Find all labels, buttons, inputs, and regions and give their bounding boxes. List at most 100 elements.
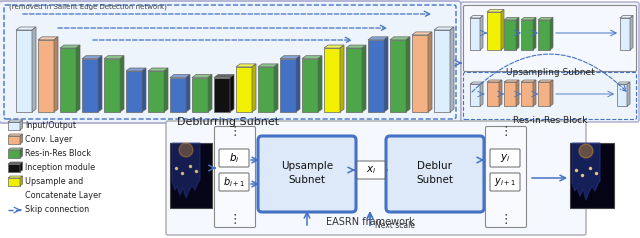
Bar — [302, 59, 318, 112]
Bar — [258, 67, 274, 112]
Polygon shape — [98, 56, 102, 112]
Polygon shape — [521, 80, 536, 82]
Polygon shape — [630, 15, 633, 50]
Text: Deblurring Subnet: Deblurring Subnet — [177, 117, 279, 127]
Polygon shape — [8, 148, 22, 150]
Polygon shape — [533, 18, 536, 50]
Bar — [521, 82, 533, 106]
Text: $y_{i+1}$: $y_{i+1}$ — [494, 176, 516, 188]
Polygon shape — [76, 45, 80, 112]
Polygon shape — [362, 45, 366, 112]
Polygon shape — [550, 80, 553, 106]
Polygon shape — [406, 37, 410, 112]
Polygon shape — [38, 37, 58, 40]
Polygon shape — [470, 15, 483, 18]
Text: Skip connection: Skip connection — [25, 205, 89, 214]
Text: Deblur
Subnet: Deblur Subnet — [417, 161, 454, 185]
Polygon shape — [280, 56, 300, 59]
Bar — [8, 150, 20, 158]
Polygon shape — [60, 45, 80, 48]
Polygon shape — [8, 134, 22, 136]
Polygon shape — [192, 74, 212, 78]
Polygon shape — [384, 37, 388, 112]
Polygon shape — [20, 162, 22, 172]
Polygon shape — [368, 37, 388, 40]
Bar — [104, 59, 120, 112]
Polygon shape — [54, 37, 58, 112]
Bar — [192, 78, 208, 112]
Polygon shape — [412, 32, 432, 35]
Text: Res-in-Res Block: Res-in-Res Block — [513, 116, 588, 125]
Polygon shape — [487, 10, 504, 12]
Bar — [620, 18, 630, 50]
Bar — [470, 84, 480, 106]
Text: Input/Output: Input/Output — [25, 122, 76, 130]
Text: (removed in Salient Edge Detection network): (removed in Salient Edge Detection netwo… — [9, 4, 167, 10]
Polygon shape — [8, 162, 22, 164]
Bar — [412, 35, 428, 112]
Polygon shape — [390, 37, 410, 40]
Bar — [170, 143, 212, 208]
Polygon shape — [274, 64, 278, 112]
Polygon shape — [538, 18, 553, 20]
FancyBboxPatch shape — [214, 127, 255, 228]
Bar — [16, 30, 32, 112]
Polygon shape — [16, 27, 36, 30]
FancyBboxPatch shape — [219, 173, 249, 191]
Bar — [126, 71, 142, 112]
Polygon shape — [499, 80, 502, 106]
FancyBboxPatch shape — [461, 2, 639, 122]
Bar — [236, 67, 252, 112]
Polygon shape — [208, 74, 212, 112]
Bar — [470, 18, 480, 50]
Polygon shape — [480, 15, 483, 50]
Bar — [82, 59, 98, 112]
Polygon shape — [620, 15, 633, 18]
Polygon shape — [236, 64, 256, 67]
Bar — [390, 40, 406, 112]
Text: $b_{i+1}$: $b_{i+1}$ — [223, 175, 245, 189]
Polygon shape — [186, 74, 190, 112]
Polygon shape — [487, 80, 502, 82]
Bar — [570, 143, 614, 208]
Bar — [487, 12, 501, 50]
Polygon shape — [533, 80, 536, 106]
Polygon shape — [20, 134, 22, 144]
FancyBboxPatch shape — [258, 136, 356, 212]
Text: $x_i$: $x_i$ — [366, 164, 376, 176]
Polygon shape — [120, 56, 124, 112]
Text: ⋮: ⋮ — [228, 125, 241, 139]
Polygon shape — [428, 32, 432, 112]
FancyBboxPatch shape — [490, 149, 520, 167]
FancyBboxPatch shape — [463, 73, 637, 119]
Text: Concatenate Layer: Concatenate Layer — [25, 192, 101, 200]
Polygon shape — [164, 68, 168, 112]
Bar — [214, 78, 230, 112]
Bar — [8, 178, 20, 186]
Polygon shape — [20, 176, 22, 186]
Text: Upsampling Subnet: Upsampling Subnet — [506, 68, 595, 77]
Polygon shape — [82, 56, 102, 59]
Polygon shape — [470, 82, 483, 84]
Polygon shape — [572, 143, 600, 200]
FancyBboxPatch shape — [386, 136, 484, 212]
Polygon shape — [340, 45, 344, 112]
Polygon shape — [252, 64, 256, 112]
Bar — [170, 78, 186, 112]
Text: Next scale: Next scale — [375, 221, 415, 230]
Polygon shape — [516, 18, 519, 50]
Polygon shape — [501, 10, 504, 50]
Bar — [538, 20, 550, 50]
Polygon shape — [20, 148, 22, 158]
Polygon shape — [214, 74, 234, 78]
Text: ⋮: ⋮ — [500, 213, 512, 227]
Text: ⋮: ⋮ — [228, 213, 241, 227]
FancyBboxPatch shape — [463, 5, 637, 71]
Polygon shape — [516, 80, 519, 106]
Text: Upsample and: Upsample and — [25, 178, 83, 187]
Polygon shape — [142, 68, 146, 112]
Polygon shape — [302, 56, 322, 59]
Bar — [521, 20, 533, 50]
Bar — [8, 122, 20, 130]
Polygon shape — [318, 56, 322, 112]
